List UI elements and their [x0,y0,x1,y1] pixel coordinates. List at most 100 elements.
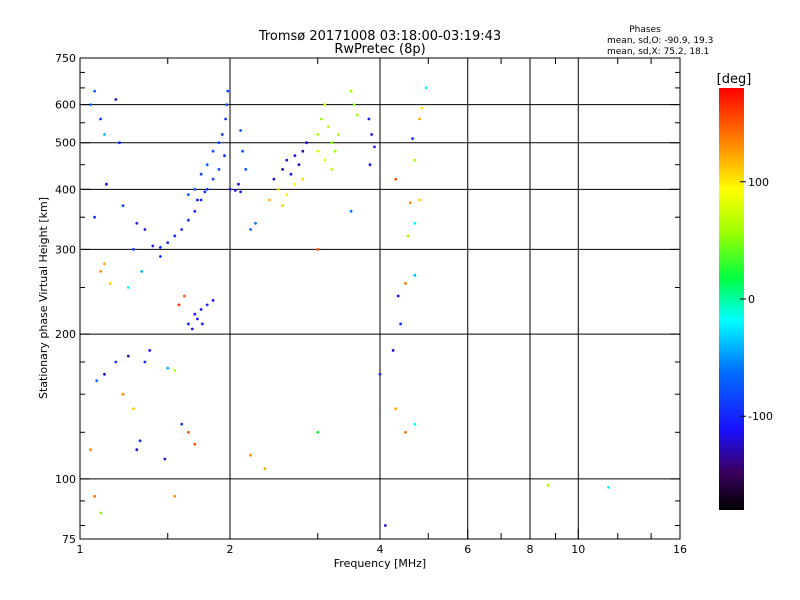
data-point [293,182,297,186]
data-point [187,322,190,326]
data-point [367,117,371,121]
data-point [394,177,398,181]
data-point [223,154,226,158]
data-point [244,168,248,171]
data-point [211,299,215,302]
data-point [135,221,139,225]
data-point [93,215,96,219]
stats-heading: Phases [629,25,661,35]
data-point [413,273,417,277]
data-point [187,430,190,434]
data-point [108,282,112,285]
data-point [404,282,407,285]
data-point [418,117,421,121]
x-tick-label: 2 [227,543,234,556]
stats-o-line: mean, sd,O: -90.9, 19.3 [607,36,713,46]
data-point [316,149,320,153]
data-point [93,494,96,498]
data-point [196,317,199,321]
data-point [177,303,181,307]
data-point [114,360,118,364]
data-point [333,149,337,153]
data-point [103,133,106,136]
data-point [241,149,245,153]
data-point [413,221,417,225]
chart-title: Tromsø 20171008 03:18:00-03:19:43 [258,29,501,44]
data-point [316,430,320,434]
data-point [249,228,253,231]
data-point [413,422,417,426]
y-tick-label: 500 [55,137,76,150]
data-point [200,322,204,326]
chart-subtitle: RwPretec (8p) [334,42,425,57]
data-point [205,187,209,191]
data-point [330,141,334,145]
data-point [132,407,135,410]
data-point [226,89,230,93]
data-point [237,182,240,186]
data-point [105,182,108,186]
data-point [180,422,184,426]
data-point [199,198,203,202]
data-point [193,209,197,213]
data-point [205,303,209,307]
data-point [378,372,382,376]
data-point [383,524,387,527]
data-point [148,349,152,352]
data-point [166,241,170,245]
data-point [399,322,402,326]
data-point [135,448,139,452]
data-point [418,198,421,202]
data-point [301,177,305,181]
data-point [143,228,147,231]
data-point [406,234,410,238]
data-point [323,158,327,162]
data-point [239,129,243,132]
data-point [173,369,177,372]
data-point [163,457,167,461]
y-axis-label: Stationary phase Virtual Height [km] [37,197,50,399]
y-axis-ticks: 75 100 200 300 400 500 600 750 [55,52,680,546]
data-point [196,198,199,202]
data-point [319,117,323,121]
data-point [99,511,102,515]
data-points [89,86,610,527]
data-point [316,248,320,251]
data-point [199,308,203,311]
data-point [187,218,190,222]
y-tick-label: 750 [55,52,76,65]
x-tick-label: 4 [377,543,384,556]
data-point [297,163,301,167]
data-point [126,354,130,358]
data-point [151,244,155,248]
data-point [268,198,271,202]
data-point [323,103,327,106]
data-point [211,149,215,153]
data-point [203,190,207,194]
colorbar-tick-label: -100 [748,410,773,423]
data-point [326,125,330,128]
data-point [254,221,257,225]
data-point [349,209,353,213]
data-point [205,163,209,167]
data-point [316,133,320,136]
y-tick-label: 100 [55,473,76,486]
grid-lines [80,58,680,539]
stats-x-line: mean, sd,X: 75.2, 18.1 [607,47,709,57]
data-point [352,103,356,106]
data-point [355,113,359,117]
data-point [391,349,395,352]
data-point [370,133,374,136]
data-point [368,163,372,167]
data-point [118,141,121,145]
data-point [373,145,376,149]
data-point [121,204,125,208]
data-point [249,453,253,457]
data-point [173,494,177,498]
data-point [281,168,284,171]
data-point [183,294,186,298]
data-point [224,117,228,121]
x-tick-label: 8 [527,543,534,556]
data-point [305,141,308,145]
data-point [233,189,237,192]
